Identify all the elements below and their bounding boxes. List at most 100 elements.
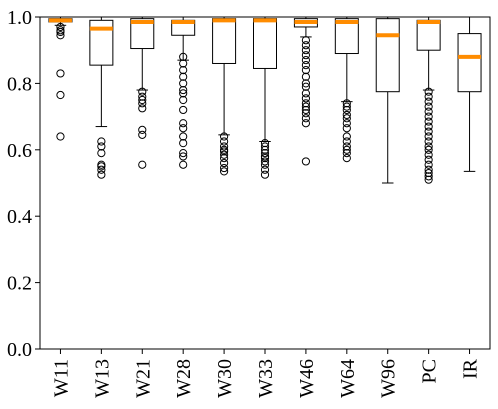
outlier-point [179,72,188,81]
outlier-point [219,142,229,151]
outlier-point [219,132,229,141]
outlier-point [424,142,433,151]
x-tick-label: W46 [296,359,318,398]
iqr-box [130,18,155,50]
outlier-point [97,142,106,151]
outlier-point [179,124,188,133]
outlier-point [56,132,65,141]
outlier-point [424,107,433,116]
outlier-point [424,132,433,141]
outlier-point [219,167,229,176]
outlier-point [424,92,433,101]
outlier-point [260,157,270,166]
outlier-point [97,137,106,146]
outlier-point [424,172,433,181]
outlier-point [260,145,270,154]
x-tick-label: W13 [91,359,113,398]
iqr-box [89,19,114,66]
outlier-point [301,51,311,60]
outlier-point [138,99,147,108]
outlier-point [219,154,229,163]
outlier-point [179,52,188,61]
box-w64 [334,16,359,163]
outlier-point [342,132,351,141]
outlier-point [56,26,65,35]
outlier-point [179,119,188,128]
box-w46 [293,16,318,166]
box-ir [457,16,482,172]
outlier-point [342,102,351,111]
y-axis: 0.0 0.2 0.4 0.6 0.8 1.0 [7,7,40,361]
outlier-point [424,117,433,126]
outlier-point [260,149,270,158]
outlier-point [219,137,229,146]
outlier-point [424,150,433,159]
outlier-point [138,95,147,105]
outlier-point [424,160,433,169]
outlier-point [301,102,311,111]
outlier-point [301,105,311,115]
outlier-point [138,130,147,139]
outlier-point [138,92,147,101]
outlier-point [301,79,311,88]
outlier-point [219,163,229,173]
outlier-point [179,105,188,115]
boxes-group [48,16,482,184]
outlier-point [424,145,433,154]
outlier-point [424,165,433,174]
outlier-point [342,145,351,154]
y-tick-label: 0.4 [7,206,32,228]
outlier-point [179,139,188,148]
outlier-point [138,104,147,113]
outlier-point [301,72,311,81]
outlier-point [179,152,188,161]
outlier-point [424,175,433,184]
x-tick-label: IR [460,358,482,379]
outlier-point [97,165,106,174]
outlier-point [260,142,270,151]
outlier-point [301,46,311,55]
x-axis: W11 W13 W21 W28 W30 W33 W46 W64 W96 PC IR [50,349,482,398]
outlier-point [424,97,433,106]
outlier-point [138,87,147,96]
outlier-point [301,41,311,50]
outlier-point [301,56,311,65]
outlier-point [260,139,270,148]
x-tick-label: W28 [173,359,195,398]
outlier-point [342,142,351,151]
outlier-point [97,162,106,171]
x-tick-label: W21 [132,359,154,398]
outlier-point [56,31,65,40]
outlier-point [301,157,311,166]
outlier-point [219,158,229,168]
outlier-point [424,155,433,164]
outlier-point [179,66,188,75]
box-w21 [130,16,155,169]
outlier-point [97,170,106,179]
outlier-point [424,112,433,121]
outlier-point [179,85,188,95]
x-tick-label: W11 [50,359,72,397]
y-tick-label: 0.6 [7,140,32,162]
outlier-point [179,95,188,105]
outlier-point [342,149,351,158]
outlier-point [219,147,229,156]
box-w33 [253,16,277,179]
outlier-point [260,160,270,169]
outlier-point [301,89,311,98]
outlier-point [219,150,229,159]
outlier-point [424,168,433,178]
outlier-point [301,61,311,70]
outlier-point [138,160,147,169]
outlier-point [342,110,351,120]
x-tick-label: W96 [378,359,400,398]
outlier-point [424,127,433,136]
outlier-point [424,137,433,146]
box-w30 [212,16,237,176]
outlier-point [424,87,433,96]
outlier-point [179,160,188,169]
y-tick-label: 0.8 [7,73,32,95]
outlier-point [342,137,351,146]
y-tick-label: 0.2 [7,273,32,295]
